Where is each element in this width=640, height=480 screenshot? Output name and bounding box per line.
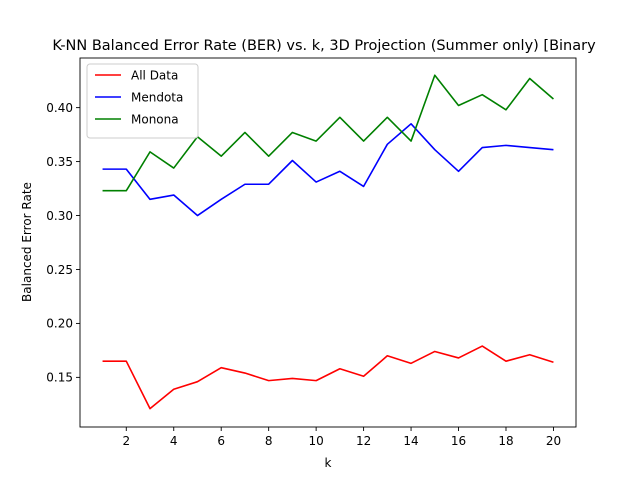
- x-tick-label: 12: [356, 434, 371, 448]
- y-tick-label: 0.35: [46, 155, 73, 169]
- y-axis-label: Balanced Error Rate: [20, 182, 34, 302]
- y-tick-label: 0.20: [46, 317, 73, 331]
- plot-frame: [79, 57, 577, 428]
- y-tick-label: 0.25: [46, 263, 73, 277]
- y-tick-label: 0.15: [46, 371, 73, 385]
- chart-title: K-NN Balanced Error Rate (BER) vs. k, 3D…: [52, 38, 596, 54]
- x-tick-label: 6: [217, 434, 225, 448]
- x-tick-label: 20: [546, 434, 561, 448]
- plot-area: [102, 74, 554, 410]
- axes: 2 4 6 8 10 12 14 16 18 20 0.15 0.20 0.25 0.30 0.35 0.40: [46, 57, 577, 448]
- x-tick-label: 8: [265, 434, 273, 448]
- y-tick-label: 0.40: [46, 101, 73, 115]
- x-tick-label: 16: [451, 434, 466, 448]
- x-tick-label: 18: [498, 434, 513, 448]
- series-line-1: [102, 123, 554, 217]
- series-line-0: [102, 345, 554, 410]
- x-tick-label: 14: [403, 434, 418, 448]
- legend-label-1: Mendota: [131, 90, 183, 104]
- legend-label-0: All Data: [131, 68, 178, 82]
- series-line-2: [102, 74, 554, 192]
- legend-label-2: Monona: [131, 112, 179, 126]
- y-tick-label: 0.30: [46, 209, 73, 223]
- x-axis-label: k: [325, 456, 332, 470]
- x-tick-label: 10: [308, 434, 323, 448]
- x-tick-label: 2: [122, 434, 130, 448]
- x-tick-label: 4: [170, 434, 178, 448]
- legend: All Data Mendota Monona: [86, 63, 199, 139]
